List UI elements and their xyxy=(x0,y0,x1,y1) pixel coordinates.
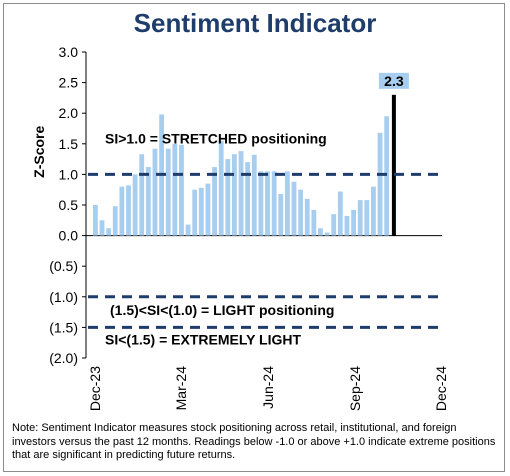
sentiment-bar xyxy=(139,154,145,236)
chart-frame xyxy=(3,3,505,472)
x-tick-label: Mar-24 xyxy=(173,366,189,411)
y-tick-label: 1.5 xyxy=(59,136,79,152)
sentiment-bar xyxy=(351,209,356,236)
y-tick-label: 1.0 xyxy=(59,166,79,182)
sentiment-bar xyxy=(284,171,290,236)
sentiment-bar xyxy=(258,171,264,236)
sentiment-bar xyxy=(265,171,270,236)
x-tick-label: Sep-24 xyxy=(347,366,363,411)
sentiment-bar xyxy=(318,228,323,236)
sentiment-chart: 3.0 2.5 2.0 1.5 1.0 0.5 0.0 (0.5) (1.0) (1.5) (2.0… xyxy=(31,44,449,411)
sentiment-bar xyxy=(112,206,118,236)
sentiment-bar xyxy=(238,151,244,236)
sentiment-bar xyxy=(165,148,171,236)
x-tick-label: Jun-24 xyxy=(260,366,276,409)
sentiment-bar xyxy=(298,189,304,236)
y-axis-label: Z-Score xyxy=(31,126,47,178)
y-tick-label: (0.5) xyxy=(49,258,78,274)
sentiment-bar xyxy=(212,167,217,236)
sentiment-bar xyxy=(93,205,98,236)
sentiment-bar xyxy=(291,181,297,236)
sentiment-bar xyxy=(251,154,257,236)
latest-value-label: 2.3 xyxy=(384,73,404,89)
sentiment-bar xyxy=(132,174,138,236)
chart-title: Sentiment Indicator xyxy=(133,8,377,38)
sentiment-bar xyxy=(106,228,112,236)
sentiment-bar xyxy=(179,145,184,236)
y-tick-label: (2.0) xyxy=(49,350,78,366)
sentiment-bar xyxy=(311,209,317,236)
y-tick-label: 2.0 xyxy=(59,105,79,121)
sentiment-bar xyxy=(192,189,198,236)
sentiment-bar xyxy=(371,186,376,236)
sentiment-bar xyxy=(384,116,390,236)
y-tick-label: 2.5 xyxy=(59,75,79,91)
sentiment-bar xyxy=(126,185,131,236)
y-tick-label: 0.0 xyxy=(59,228,79,244)
sentiment-bar xyxy=(99,220,105,236)
sentiment-bar xyxy=(218,140,224,236)
sentiment-bar xyxy=(324,232,330,236)
sentiment-bar xyxy=(225,159,231,236)
sentiment-bar xyxy=(172,143,178,236)
sentiment-bar xyxy=(304,198,310,236)
sentiment-bar xyxy=(271,171,277,236)
sentiment-bar xyxy=(337,191,343,236)
sentiment-bar xyxy=(232,154,237,236)
sentiment-bar xyxy=(377,132,383,236)
y-tick-label: 3.0 xyxy=(59,44,79,60)
x-tick-label: Dec-24 xyxy=(433,366,449,411)
latest-sentiment-bar xyxy=(391,94,396,236)
y-tick-label: (1.0) xyxy=(49,289,78,305)
sentiment-bar xyxy=(344,216,350,236)
sentiment-bar xyxy=(205,183,211,236)
sentiment-bar xyxy=(185,224,191,236)
sentiment-bar xyxy=(145,167,151,236)
reference-line-label: SI>1.0 = STRETCHED positioning xyxy=(105,130,327,146)
sentiment-bar xyxy=(152,148,158,236)
footnote: Note: Sentiment Indicator measures stock… xyxy=(12,422,496,461)
sentiment-bar xyxy=(357,200,363,236)
y-tick-label: (1.5) xyxy=(49,319,78,335)
sentiment-bar xyxy=(198,187,204,236)
sentiment-bar xyxy=(364,200,370,236)
reference-line-label: (1.5)<SI<(1.0) = LIGHT positioning xyxy=(110,302,334,318)
x-tick-label: Dec-23 xyxy=(87,366,103,411)
latest-value-label-box xyxy=(378,72,409,89)
sentiment-bar xyxy=(278,193,284,236)
sentiment-bar xyxy=(119,186,125,236)
sentiment-bar xyxy=(331,214,337,236)
sentiment-bar xyxy=(245,162,251,236)
y-tick-label: 0.5 xyxy=(59,197,79,213)
reference-line-label: SI<(1.5) = EXTREMELY LIGHT xyxy=(105,331,302,347)
